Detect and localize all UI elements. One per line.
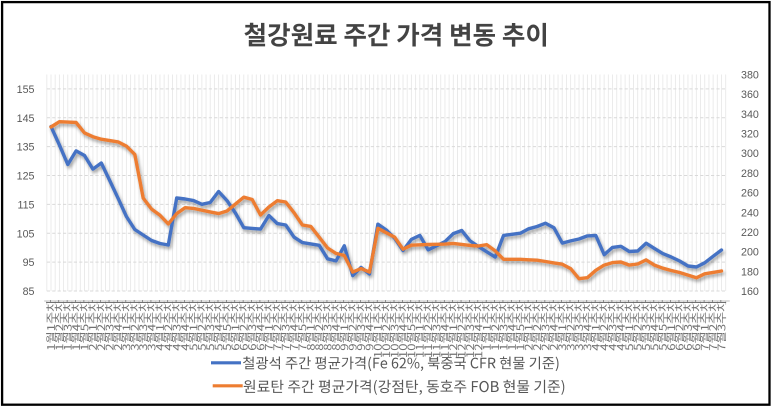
svg-text:240: 240 [741, 207, 759, 219]
svg-text:180: 180 [741, 266, 759, 278]
svg-text:300: 300 [741, 148, 759, 160]
svg-text:280: 280 [741, 168, 759, 180]
svg-text:320: 320 [741, 129, 759, 141]
svg-text:200: 200 [741, 247, 759, 259]
svg-text:380: 380 [741, 70, 759, 82]
svg-text:260: 260 [741, 188, 759, 200]
svg-text:85: 85 [23, 286, 35, 298]
svg-text:155: 155 [17, 84, 35, 96]
svg-text:160: 160 [741, 286, 759, 298]
svg-text:125: 125 [17, 171, 35, 183]
svg-text:105: 105 [17, 228, 35, 240]
svg-text:95: 95 [23, 257, 35, 269]
svg-text:135: 135 [17, 142, 35, 154]
svg-text:220: 220 [741, 227, 759, 239]
svg-text:115: 115 [17, 199, 34, 211]
svg-text:145: 145 [17, 113, 35, 125]
svg-text:360: 360 [741, 89, 759, 101]
svg-text:340: 340 [741, 109, 759, 121]
